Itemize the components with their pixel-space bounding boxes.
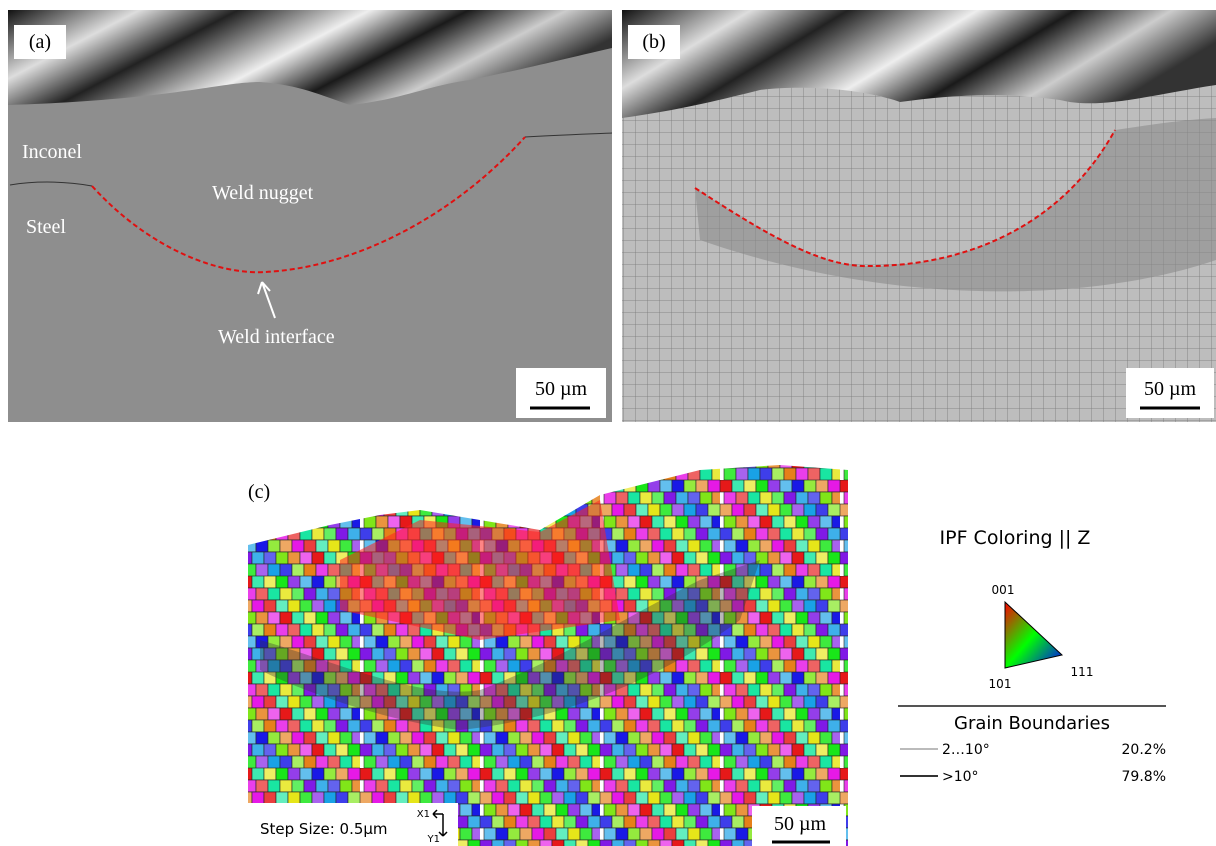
annotation: Steel — [26, 216, 66, 238]
legend-title: IPF Coloring || Z — [940, 527, 1091, 549]
gb-label: >10° — [942, 769, 979, 785]
scale-label: 50 µm — [535, 378, 588, 400]
annotation: Inconel — [22, 141, 82, 163]
panel-b: (b) 50 µm — [622, 10, 1216, 422]
panel-label: (a) — [29, 31, 51, 53]
gb-fraction: 20.2% — [1122, 742, 1166, 758]
triangle-label: 001 — [992, 583, 1015, 597]
annotation: Weld interface — [218, 326, 335, 348]
figure: (a) Inconel Weld nugget Steel Weld inter… — [0, 0, 1216, 846]
scale-label: 50 µm — [1144, 378, 1197, 400]
panel-a: (a) Inconel Weld nugget Steel Weld inter… — [8, 10, 612, 422]
step-size: Step Size: 0.5µm — [260, 820, 388, 838]
annotation: Weld nugget — [212, 182, 314, 204]
page: (a) Inconel Weld nugget Steel Weld inter… — [0, 0, 1216, 846]
panel-label: (b) — [642, 31, 665, 53]
ebsd-map — [248, 465, 848, 846]
axis-label: X1 — [417, 809, 430, 820]
legend: IPF Coloring || Z 001 101 111 Grain Boun… — [898, 527, 1166, 785]
gb-label: 2…10° — [942, 742, 990, 758]
gb-title: Grain Boundaries — [954, 713, 1110, 734]
triangle-label: 111 — [1071, 665, 1094, 679]
panel-label: (c) — [248, 481, 270, 503]
ipf-triangle — [1005, 602, 1062, 668]
panel-c: (c) Step Size: 0.5µm X1 Y1 50 µm — [248, 465, 848, 846]
triangle-label: 101 — [989, 677, 1012, 691]
axis-label: Y1 — [427, 834, 440, 845]
scale-label: 50 µm — [774, 813, 827, 835]
gb-fraction: 79.8% — [1122, 769, 1166, 785]
